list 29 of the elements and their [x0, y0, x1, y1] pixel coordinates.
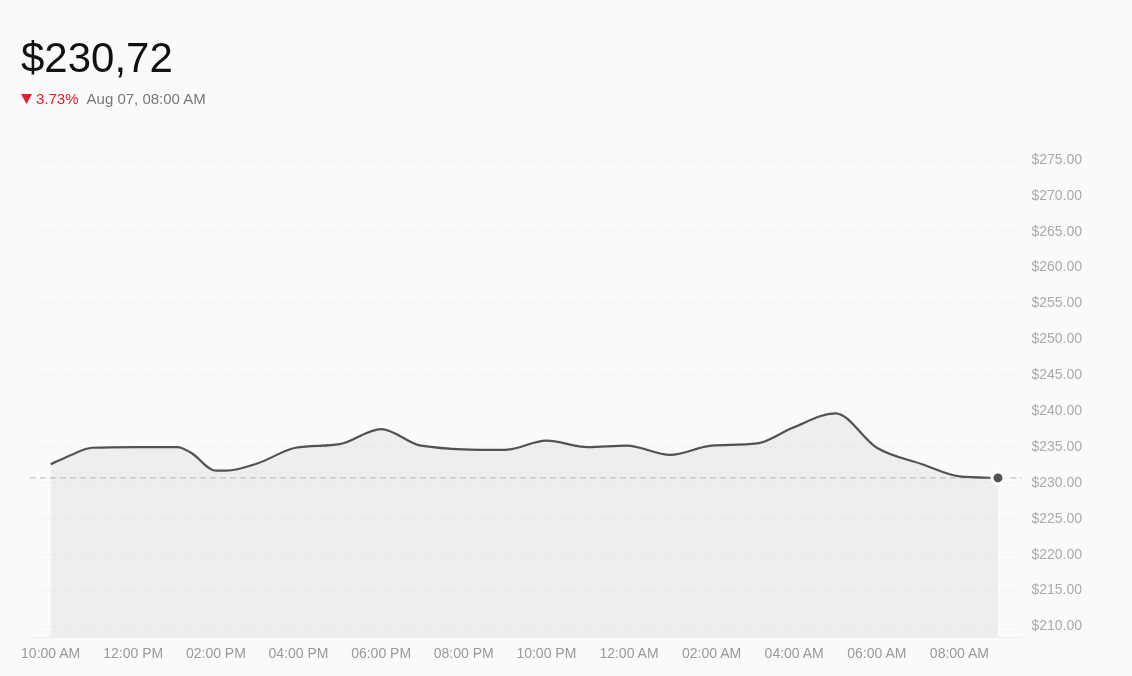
y-tick-label: $240.00: [1031, 402, 1083, 419]
x-tick-label: 06:00 AM: [847, 645, 907, 662]
y-tick-label: $270.00: [1031, 186, 1083, 203]
y-tick-label: $225.00: [1031, 509, 1083, 526]
text: Aug 07, 08:00 AM: [86, 90, 206, 107]
y-tick-label: $255.00: [1031, 294, 1083, 311]
y-tick-label: $250.00: [1031, 330, 1083, 347]
x-tick-label: 02:00 AM: [682, 645, 742, 662]
x-tick-label: 02:00 PM: [185, 645, 246, 662]
y-tick-label: $230.00: [1031, 473, 1083, 490]
x-tick-label: 04:00 PM: [268, 645, 329, 662]
x-tick-label: 08:00 PM: [433, 645, 494, 662]
x-tick-label: 04:00 AM: [764, 645, 824, 662]
y-tick-label: $210.00: [1031, 617, 1083, 634]
y-tick-label: $220.00: [1031, 545, 1083, 562]
y-tick-label: $215.00: [1031, 581, 1083, 598]
x-tick-label: 08:00 AM: [929, 645, 990, 662]
y-tick-label: $260.00: [1031, 258, 1083, 275]
x-tick-label: 06:00 PM: [351, 645, 412, 662]
chart-title: $230,72: [21, 34, 174, 82]
x-tick-label: 12:00 AM: [599, 645, 659, 662]
y-tick-label: $235.00: [1031, 437, 1083, 454]
x-tick-label: 12:00 PM: [103, 645, 164, 662]
chart-subtitle: 3.73%: [36, 90, 79, 107]
y-tick-label: $245.00: [1031, 366, 1083, 383]
y-tick-label: $275.00: [1031, 150, 1083, 167]
y-tick-label: $265.00: [1031, 222, 1083, 239]
x-tick-label: 10:00 PM: [516, 645, 577, 662]
x-tick-label: 10:00 AM: [21, 645, 81, 662]
